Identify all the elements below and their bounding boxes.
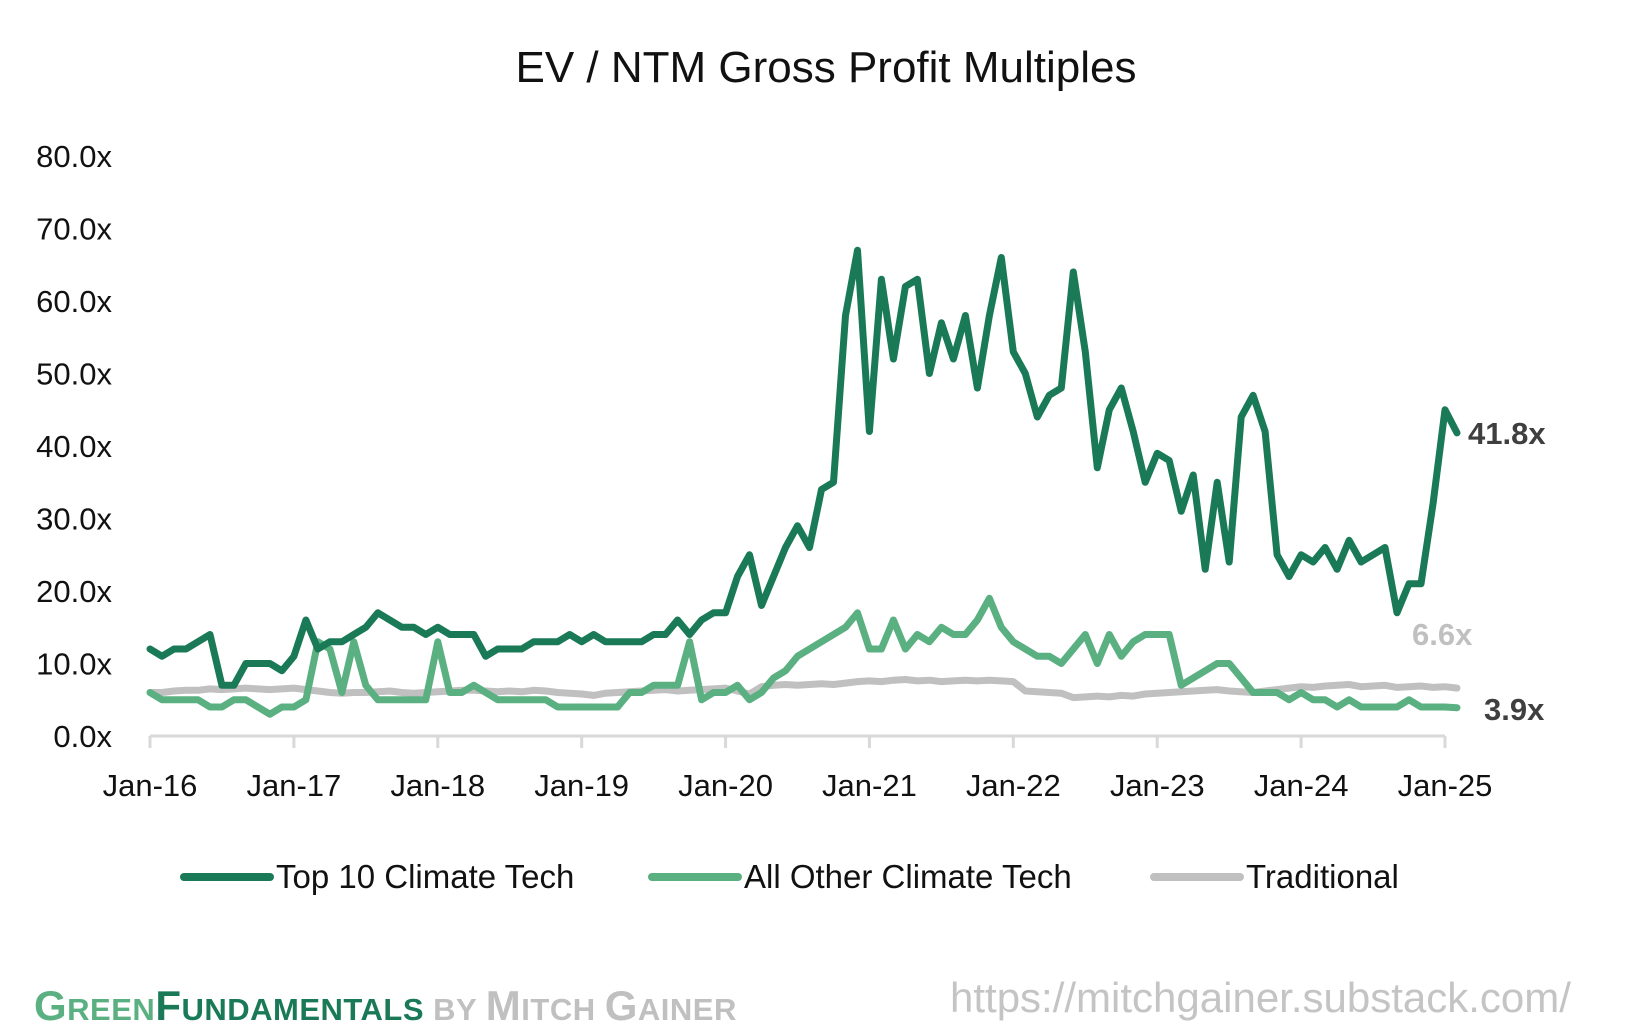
x-tick-label: Jan-19: [534, 768, 629, 803]
legend-item: All Other Climate Tech: [648, 858, 1072, 895]
y-tick-label: 80.0x: [36, 139, 112, 174]
x-tick-label: Jan-17: [246, 768, 341, 803]
x-tick-label: Jan-18: [390, 768, 485, 803]
legend-item: Traditional: [1150, 858, 1399, 895]
y-tick-label: 10.0x: [36, 647, 112, 682]
end-value-label: 6.6x: [1412, 617, 1473, 652]
brand-logo: GREENFUNDAMENTALS BY MITCH GAINER: [34, 982, 737, 1029]
series-line-all-other-climate-tech: [146, 594, 1461, 718]
chart-title: EV / NTM Gross Profit Multiples: [515, 43, 1136, 92]
x-tick-label: Jan-21: [822, 768, 917, 803]
y-tick-label: 20.0x: [36, 574, 112, 609]
series-line-top-10-climate-tech: [146, 246, 1461, 689]
x-tick-label: Jan-23: [1110, 768, 1205, 803]
line-chart: EV / NTM Gross Profit Multiples 0.0x 10.0…: [36, 43, 1546, 895]
y-tick-label: 50.0x: [36, 357, 112, 392]
legend-label: All Other Climate Tech: [744, 858, 1072, 895]
end-value-label: 3.9x: [1484, 692, 1545, 727]
y-tick-label: 30.0x: [36, 502, 112, 537]
x-tick-label: Jan-25: [1398, 768, 1493, 803]
legend-item: Top 10 Climate Tech: [180, 858, 574, 895]
y-tick-label: 70.0x: [36, 212, 112, 247]
y-tick-label: 60.0x: [36, 284, 112, 319]
y-tick-label: 0.0x: [53, 719, 112, 754]
legend-label: Top 10 Climate Tech: [276, 858, 574, 895]
y-tick-label: 40.0x: [36, 429, 112, 464]
x-tick-label: Jan-24: [1254, 768, 1349, 803]
end-value-label: 41.8x: [1468, 416, 1546, 451]
x-tick-label: Jan-20: [678, 768, 773, 803]
x-tick-label: Jan-22: [966, 768, 1061, 803]
source-url[interactable]: https://mitchgainer.substack.com/: [950, 974, 1571, 1021]
x-tick-label: Jan-16: [103, 768, 198, 803]
legend-label: Traditional: [1246, 858, 1399, 895]
